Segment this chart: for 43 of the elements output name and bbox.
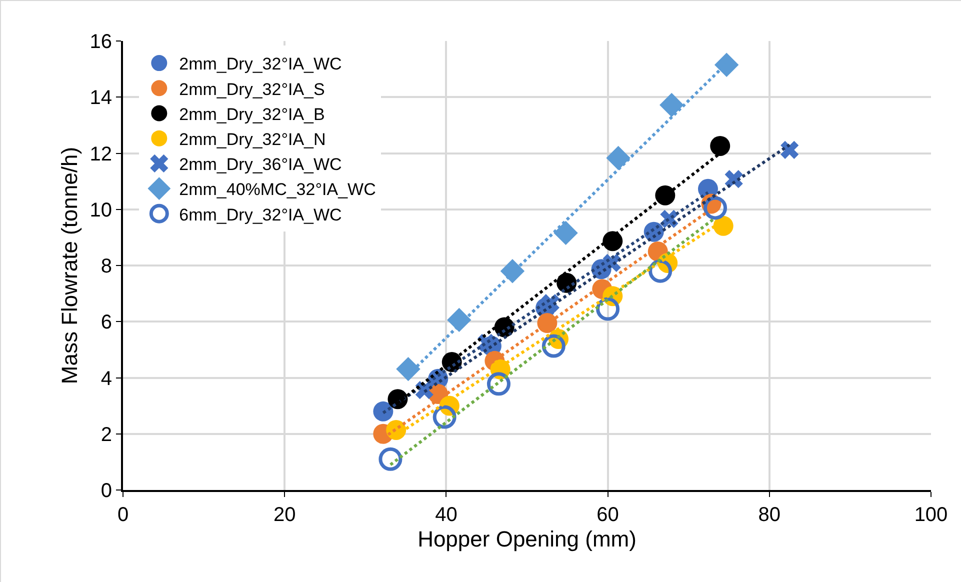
point bbox=[396, 357, 420, 381]
legend-label: 2mm_Dry_32°IA_S bbox=[179, 80, 325, 99]
y-tick-label: 2 bbox=[100, 424, 112, 446]
y-tick-label: 4 bbox=[100, 368, 112, 390]
y-axis-title: Mass Flowrate (tonne/h) bbox=[57, 146, 82, 384]
legend-label: 2mm_Dry_36°IA_WC bbox=[179, 155, 342, 174]
x-tick-label: 40 bbox=[435, 504, 458, 526]
y-tick-label: 6 bbox=[100, 312, 112, 334]
point bbox=[542, 334, 566, 358]
point bbox=[554, 221, 578, 245]
legend-label: 2mm_Dry_32°IA_B bbox=[179, 104, 325, 124]
point bbox=[655, 185, 676, 206]
legend-label: 6mm_Dry_32°IA_WC bbox=[179, 205, 342, 224]
point bbox=[606, 146, 630, 170]
legend-label: 2mm_Dry_32°IA_N bbox=[179, 130, 326, 149]
point bbox=[602, 231, 623, 252]
y-tick-label: 8 bbox=[100, 256, 112, 278]
x-tick-label: 100 bbox=[914, 504, 948, 526]
x-tick-label: 0 bbox=[117, 504, 129, 526]
x-tick-label: 20 bbox=[273, 504, 296, 526]
y-tick-label: 10 bbox=[90, 199, 112, 222]
point bbox=[537, 313, 558, 334]
point bbox=[388, 389, 408, 410]
x-tick-label: 80 bbox=[758, 504, 781, 526]
y-tick-label: 12 bbox=[90, 143, 112, 166]
point bbox=[378, 447, 402, 471]
point bbox=[500, 259, 524, 283]
point bbox=[714, 53, 738, 77]
point bbox=[486, 372, 510, 396]
point bbox=[710, 136, 730, 156]
point bbox=[713, 216, 734, 236]
y-tick-label: 16 bbox=[90, 31, 112, 53]
x-tick-label: 60 bbox=[596, 504, 619, 526]
point bbox=[780, 140, 799, 159]
point bbox=[373, 401, 394, 422]
legend-label: 2mm_40%MC_32°IA_WC bbox=[179, 180, 376, 200]
y-tick-label: 14 bbox=[90, 87, 112, 110]
x-axis-title: Hopper Opening (mm) bbox=[418, 526, 636, 552]
legend-label: 2mm_Dry_32°IA_WC bbox=[179, 54, 342, 74]
point bbox=[447, 308, 471, 332]
point bbox=[704, 196, 728, 220]
point bbox=[660, 93, 684, 117]
y-tick-label: 0 bbox=[100, 480, 112, 502]
